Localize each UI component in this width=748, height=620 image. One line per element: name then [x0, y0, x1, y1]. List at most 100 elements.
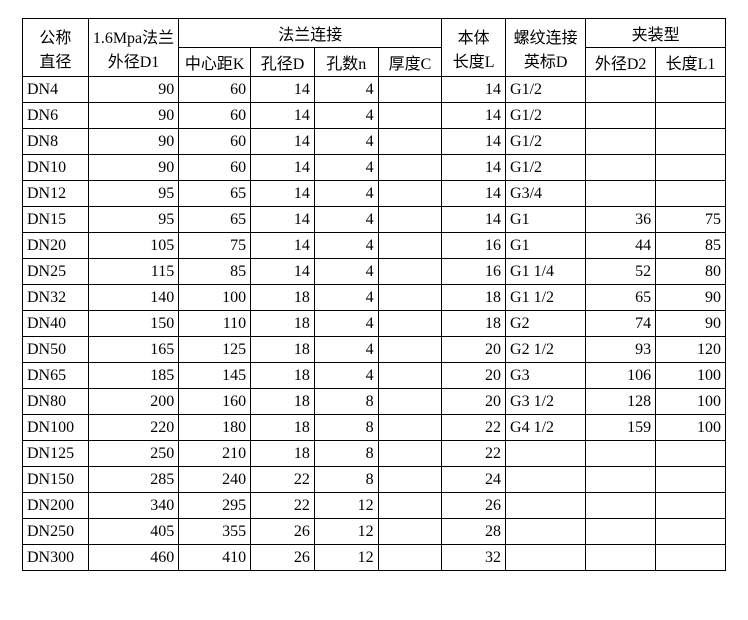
cell-c	[378, 129, 442, 155]
cell-d1: 405	[88, 519, 178, 545]
cell-d1: 460	[88, 545, 178, 571]
cell-l1	[656, 467, 726, 493]
table-row: DN6906014414G1/2	[23, 103, 726, 129]
cell-k: 65	[179, 181, 251, 207]
cell-c	[378, 441, 442, 467]
cell-d2: 74	[586, 311, 656, 337]
cell-l1: 80	[656, 259, 726, 285]
cell-d1: 200	[88, 389, 178, 415]
cell-d1: 140	[88, 285, 178, 311]
cell-k: 145	[179, 363, 251, 389]
cell-n: 4	[314, 181, 378, 207]
cell-k: 355	[179, 519, 251, 545]
table-row: DN300460410261232	[23, 545, 726, 571]
table-row: DN4906014414G1/2	[23, 77, 726, 103]
cell-n: 8	[314, 415, 378, 441]
cell-c	[378, 259, 442, 285]
cell-d2: 52	[586, 259, 656, 285]
cell-d1: 105	[88, 233, 178, 259]
col-body-len-l2: 长度L	[446, 48, 501, 72]
cell-thread: G2	[506, 311, 586, 337]
cell-k: 85	[179, 259, 251, 285]
table-row: DN12956514414G3/4	[23, 181, 726, 207]
cell-dn: DN100	[23, 415, 89, 441]
cell-c	[378, 467, 442, 493]
cell-k: 160	[179, 389, 251, 415]
cell-d2	[586, 545, 656, 571]
cell-dn: DN250	[23, 519, 89, 545]
table-row: DN12525021018822	[23, 441, 726, 467]
cell-n: 4	[314, 285, 378, 311]
cell-l1: 120	[656, 337, 726, 363]
cell-d: 18	[251, 389, 315, 415]
cell-n: 12	[314, 519, 378, 545]
cell-dn: DN125	[23, 441, 89, 467]
cell-l1: 100	[656, 389, 726, 415]
cell-dn: DN32	[23, 285, 89, 311]
col-group-flange: 法兰连接	[179, 19, 442, 48]
table-row: DN4015011018418G27490	[23, 311, 726, 337]
col-flange-od: 1.6Mpa法兰 外径D1	[88, 19, 178, 77]
cell-n: 4	[314, 311, 378, 337]
cell-l1: 100	[656, 363, 726, 389]
cell-thread: G3/4	[506, 181, 586, 207]
col-nominal-dia-l2: 直径	[27, 48, 84, 72]
cell-dn: DN40	[23, 311, 89, 337]
cell-d1: 95	[88, 207, 178, 233]
cell-dn: DN8	[23, 129, 89, 155]
cell-d: 18	[251, 285, 315, 311]
cell-d2	[586, 181, 656, 207]
cell-k: 125	[179, 337, 251, 363]
cell-k: 60	[179, 129, 251, 155]
cell-l1: 75	[656, 207, 726, 233]
table-row: DN3214010018418G1 1/26590	[23, 285, 726, 311]
cell-d2	[586, 103, 656, 129]
cell-c	[378, 181, 442, 207]
table-row: DN200340295221226	[23, 493, 726, 519]
cell-d1: 285	[88, 467, 178, 493]
cell-l1	[656, 545, 726, 571]
cell-l1	[656, 129, 726, 155]
col-flange-od-l1: 1.6Mpa法兰	[93, 24, 174, 48]
table-row: DN8020016018820G3 1/2128100	[23, 389, 726, 415]
cell-n: 4	[314, 129, 378, 155]
cell-k: 60	[179, 103, 251, 129]
table-row: DN251158514416G1 1/45280	[23, 259, 726, 285]
cell-dn: DN6	[23, 103, 89, 129]
col-center-k: 中心距K	[179, 48, 251, 77]
cell-n: 4	[314, 337, 378, 363]
cell-c	[378, 337, 442, 363]
cell-d1: 185	[88, 363, 178, 389]
cell-dn: DN4	[23, 77, 89, 103]
cell-n: 12	[314, 545, 378, 571]
cell-d: 14	[251, 181, 315, 207]
cell-c	[378, 415, 442, 441]
col-clamp-len: 长度L1	[656, 48, 726, 77]
cell-thread	[506, 493, 586, 519]
table-row: DN15028524022824	[23, 467, 726, 493]
cell-thread: G1 1/4	[506, 259, 586, 285]
col-clamp-od: 外径D2	[586, 48, 656, 77]
cell-l: 14	[442, 155, 506, 181]
cell-thread	[506, 519, 586, 545]
col-flange-od-l2: 外径D1	[93, 48, 174, 72]
col-thread: 螺纹连接 英标D	[506, 19, 586, 77]
cell-d: 14	[251, 259, 315, 285]
cell-k: 60	[179, 155, 251, 181]
cell-d: 18	[251, 337, 315, 363]
cell-d2	[586, 467, 656, 493]
cell-l1: 100	[656, 415, 726, 441]
cell-n: 4	[314, 207, 378, 233]
table-header: 公称 直径 1.6Mpa法兰 外径D1 法兰连接 本体 长度L 螺纹连接 英标D…	[23, 19, 726, 77]
cell-d1: 165	[88, 337, 178, 363]
cell-n: 8	[314, 441, 378, 467]
cell-thread: G1/2	[506, 155, 586, 181]
cell-l: 14	[442, 103, 506, 129]
cell-d: 14	[251, 155, 315, 181]
cell-d2: 106	[586, 363, 656, 389]
cell-c	[378, 519, 442, 545]
cell-thread: G1	[506, 233, 586, 259]
cell-d2: 36	[586, 207, 656, 233]
cell-d1: 90	[88, 77, 178, 103]
cell-l: 22	[442, 415, 506, 441]
